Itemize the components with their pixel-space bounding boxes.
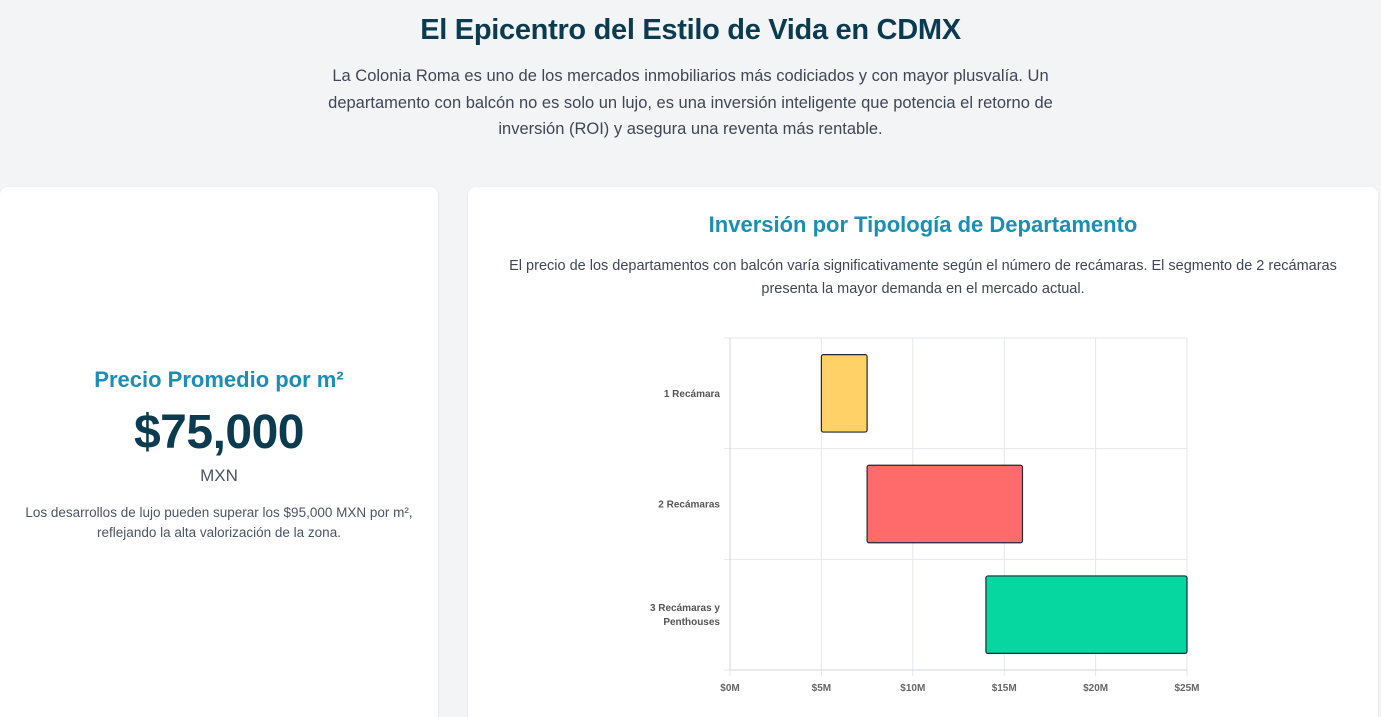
x-tick-label: $10M	[900, 683, 925, 694]
y-tick-label: 1 Recámara	[664, 389, 721, 400]
kpi-title: Precio Promedio por m²	[94, 367, 344, 392]
x-tick-label: $25M	[1174, 683, 1199, 694]
x-tick-label: $5M	[812, 683, 831, 694]
x-tick-label: $0M	[720, 683, 739, 694]
chart-title: Inversión por Tipología de Departamento	[708, 212, 1138, 237]
x-tick-label: $15M	[992, 683, 1017, 694]
hero-title: El Epicentro del Estilo de Vida en CDMX	[420, 14, 961, 46]
y-tick-label: 2 Recámaras	[658, 500, 720, 511]
bar-1	[820, 354, 868, 433]
x-tick-label: $20M	[1083, 683, 1108, 694]
y-tick-label: 3 Recámaras y	[650, 603, 720, 614]
bar-3	[985, 575, 1188, 654]
y-tick-label: Penthouses	[663, 617, 720, 628]
kpi-unit: MXN	[200, 466, 238, 485]
hero-description: La Colonia Roma es uno de los mercados i…	[328, 67, 1053, 138]
typology-bar-chart: $0M $5M $10M $15M $20M $25M 1 Recámara 2 Recáma…	[650, 337, 1200, 694]
chart-description: El precio de los departamentos con balcó…	[509, 258, 1337, 297]
kpi-value: $75,000	[133, 406, 305, 459]
chart-card: Inversión por Tipología de Departamento …	[468, 187, 1378, 717]
kpi-note: Los desarrollos de lujo pueden superar l…	[25, 505, 413, 540]
bar-2	[866, 464, 1024, 544]
price-per-m2-card: Precio Promedio por m² $75,000 MXN Los d…	[0, 187, 438, 717]
